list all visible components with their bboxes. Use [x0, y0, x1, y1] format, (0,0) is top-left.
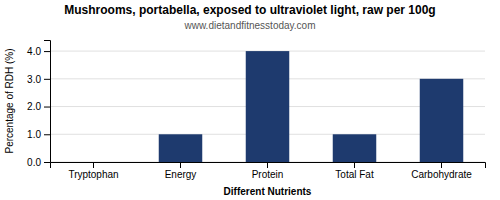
y-tick-label: 0.0 [27, 157, 41, 168]
x-tick: Protein [252, 162, 284, 180]
x-tick-mark [354, 162, 355, 168]
x-tick-label: Total Fat [335, 169, 374, 180]
bar [420, 79, 464, 162]
chart: Mushrooms, portabella, exposed to ultrav… [0, 0, 500, 200]
y-tick: 0.0 [27, 157, 50, 168]
y-tick-mark [44, 107, 50, 108]
chart-container: Mushrooms, portabella, exposed to ultrav… [0, 0, 500, 200]
x-tick-mark [441, 162, 442, 168]
y-tick-label: 3.0 [27, 74, 41, 85]
y-tick-mark [44, 51, 50, 52]
x-tick-label: Tryptophan [68, 169, 118, 180]
y-tick: 1.0 [27, 129, 50, 140]
y-axis-title: Percentage of RDH (%) [4, 48, 15, 153]
x-axis-title: Different Nutrients [224, 186, 312, 197]
bar [159, 134, 203, 162]
bar [72, 162, 116, 163]
x-tick: Energy [165, 162, 197, 180]
x-tick-label: Carbohydrate [411, 169, 472, 180]
x-tick-label: Protein [252, 169, 284, 180]
y-axis-line [44, 41, 51, 163]
x-axis-line [51, 163, 486, 169]
x-tick-mark [267, 162, 268, 168]
y-tick-mark [44, 162, 50, 163]
plot: 0.0 1.0 2.0 3.0 4.0 Tryptophan Energy Protein To… [27, 41, 485, 181]
y-tick-mark [44, 134, 50, 135]
bar [333, 134, 377, 162]
subtitle: www.dietandfitnesstoday.com [184, 20, 316, 31]
y-tick-mark [44, 79, 50, 80]
y-tick: 4.0 [27, 46, 50, 57]
x-tick: Tryptophan [68, 162, 118, 180]
y-tick: 3.0 [27, 74, 50, 85]
x-tick-mark [93, 162, 94, 168]
x-tick: Carbohydrate [411, 162, 472, 180]
y-tick-label: 1.0 [27, 129, 41, 140]
y-tick: 2.0 [27, 101, 50, 112]
x-tick: Total Fat [335, 162, 374, 180]
grid [50, 51, 485, 162]
bars [159, 51, 464, 162]
x-axis: Tryptophan Energy Protein Total Fat Carbohyd… [51, 162, 486, 180]
y-tick-label: 4.0 [27, 46, 41, 57]
title: Mushrooms, portabella, exposed to ultrav… [64, 3, 435, 17]
y-axis: 0.0 1.0 2.0 3.0 4.0 [27, 41, 50, 168]
x-tick-mark [180, 162, 181, 168]
y-tick-label: 2.0 [27, 101, 41, 112]
bar [246, 51, 290, 162]
x-tick-label: Energy [165, 169, 197, 180]
